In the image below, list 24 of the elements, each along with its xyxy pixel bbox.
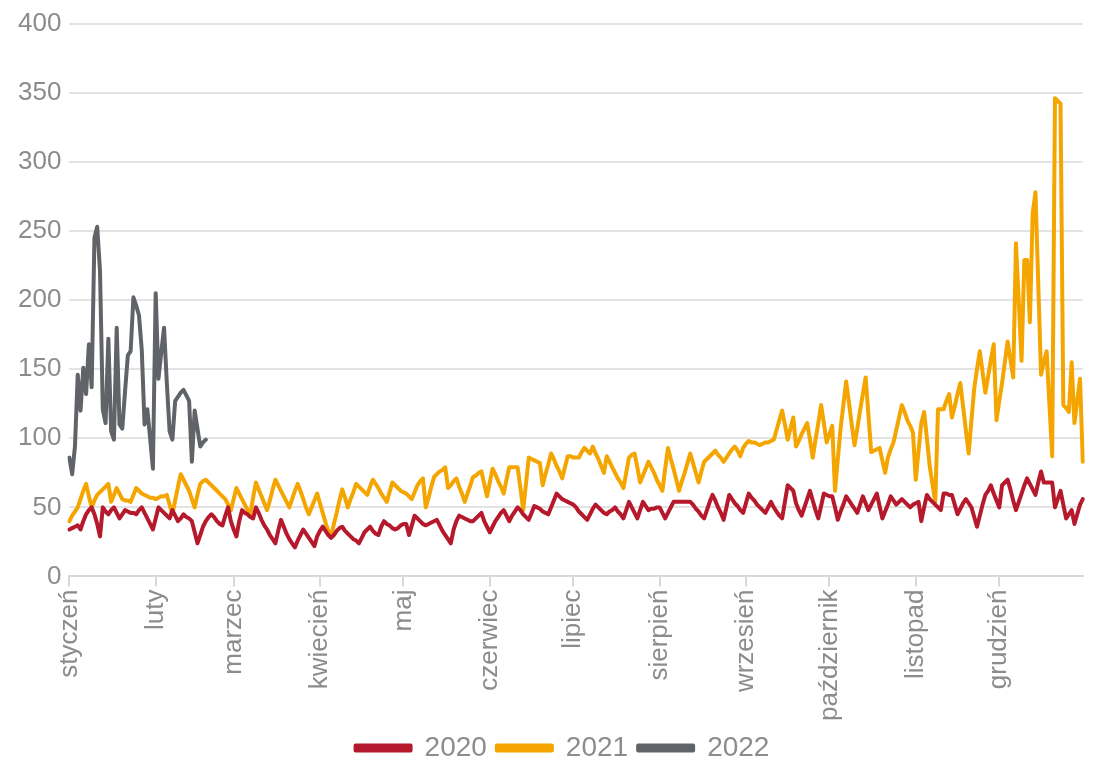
y-tick-label: 100 [17,421,62,452]
legend-label: 2022 [707,730,770,762]
legend-label: 2020 [424,730,487,762]
x-tick-label: sierpień [642,589,673,681]
x-tick-label: październik [812,588,843,721]
x-tick-label: lipiec [556,589,587,649]
x-tick-label: listopad [898,589,929,680]
legend-label: 2021 [565,730,629,762]
y-tick-label: 300 [17,144,62,175]
x-tick-label: marzec [216,589,247,675]
y-tick-label: 400 [17,6,62,37]
y-tick-label: 250 [17,214,62,245]
y-tick-label: 200 [17,283,62,314]
y-tick-label: 50 [32,490,62,521]
x-tick-label: wrzesień [729,589,760,694]
y-tick-label: 350 [17,75,62,106]
y-tick-label: 0 [46,559,62,590]
x-tick-label: czerwiec [472,589,503,691]
x-tick-label: luty [138,589,169,630]
x-tick-label: kwiecień [303,589,334,690]
x-tick-label: styczeń [52,589,83,678]
y-tick-label: 150 [17,352,62,383]
x-tick-label: grudzień [982,589,1013,690]
x-tick-label: maj [386,589,417,632]
